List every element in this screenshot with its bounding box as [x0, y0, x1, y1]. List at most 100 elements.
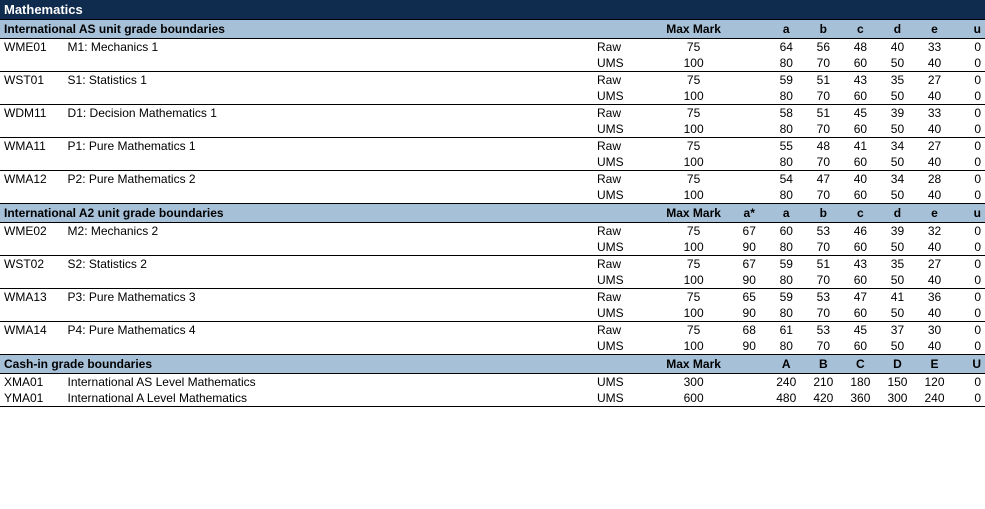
unit-code-blank: [0, 187, 64, 204]
grade-value-astar: [731, 55, 768, 72]
grade-value: 39: [879, 105, 916, 122]
max-mark-value: 300: [657, 374, 731, 391]
grade-value: 60: [842, 55, 879, 72]
unit-row: WME01M1: Mechanics 1Raw7564564840330: [0, 39, 985, 56]
grade-value-astar: [731, 105, 768, 122]
max-mark-value: 100: [657, 272, 731, 289]
unit-row: WST01S1: Statistics 1Raw7559514335270: [0, 72, 985, 89]
grade-value: 0: [953, 338, 985, 355]
grade-value: 41: [879, 289, 916, 306]
grade-value-astar: [731, 121, 768, 138]
grade-value: 70: [805, 154, 842, 171]
grade-value: 64: [768, 39, 805, 56]
grade-value: 33: [916, 105, 953, 122]
max-mark-value: 100: [657, 338, 731, 355]
unit-row: UMS10080706050400: [0, 55, 985, 72]
grade-value: 40: [916, 187, 953, 204]
grade-value: 80: [768, 121, 805, 138]
grade-value: 0: [953, 322, 985, 339]
grade-value: 50: [879, 121, 916, 138]
grade-value: 0: [953, 256, 985, 273]
grade-value: 61: [768, 322, 805, 339]
grade-value: 51: [805, 256, 842, 273]
grade-value: 40: [916, 338, 953, 355]
unit-name: S2: Statistics 2: [64, 256, 593, 273]
max-mark-value: 100: [657, 154, 731, 171]
unit-row: WMA13P3: Pure Mathematics 3Raw7565595347…: [0, 289, 985, 306]
max-mark-value: 100: [657, 88, 731, 105]
grade-value: 70: [805, 338, 842, 355]
grade-value: 0: [953, 88, 985, 105]
unit-row: WMA12P2: Pure Mathematics 2Raw7554474034…: [0, 171, 985, 188]
unit-code-blank: [0, 154, 64, 171]
unit-row: UMS10080706050400: [0, 187, 985, 204]
grade-value: 60: [842, 154, 879, 171]
grade-value: 41: [842, 138, 879, 155]
grade-value: 360: [842, 390, 879, 407]
max-mark-value: 75: [657, 322, 731, 339]
grade-value: 70: [805, 55, 842, 72]
grade-value: 34: [879, 171, 916, 188]
unit-code-blank: [0, 121, 64, 138]
grade-value: 54: [768, 171, 805, 188]
unit-code-blank: [0, 88, 64, 105]
unit-code: WMA11: [0, 138, 64, 155]
max-mark-label: Max Mark: [657, 204, 731, 223]
grade-value: 50: [879, 55, 916, 72]
unit-code: WST02: [0, 256, 64, 273]
grade-value: 32: [916, 223, 953, 240]
unit-name: M1: Mechanics 1: [64, 39, 593, 56]
grade-value: 43: [842, 256, 879, 273]
grade-value: 58: [768, 105, 805, 122]
grade-value: 0: [953, 390, 985, 407]
section-heading: International A2 unit grade boundaries: [0, 204, 657, 223]
grade-value-astar: 67: [731, 256, 768, 273]
grade-value: 0: [953, 223, 985, 240]
section-header-cashin: Cash-in grade boundariesMax MarkABCDEU: [0, 355, 985, 374]
mark-type-label: Raw: [593, 256, 657, 273]
grade-value: 70: [805, 121, 842, 138]
cashin-name: International A Level Mathematics: [64, 390, 593, 407]
grade-value: 47: [805, 171, 842, 188]
mark-type-label: UMS: [593, 305, 657, 322]
grade-value: 70: [805, 88, 842, 105]
mark-type-label: UMS: [593, 390, 657, 407]
unit-row: UMS10080706050400: [0, 154, 985, 171]
grade-value: 45: [842, 105, 879, 122]
grade-value: 70: [805, 187, 842, 204]
grade-value-astar: 65: [731, 289, 768, 306]
cashin-row: YMA01International A Level MathematicsUM…: [0, 390, 985, 407]
grade-value: 59: [768, 72, 805, 89]
grade-value-astar: 68: [731, 322, 768, 339]
grade-value: 50: [879, 338, 916, 355]
max-mark-value: 75: [657, 72, 731, 89]
grade-value: 80: [768, 187, 805, 204]
mark-type-label: Raw: [593, 171, 657, 188]
grade-value-astar: 90: [731, 272, 768, 289]
mark-type-label: Raw: [593, 289, 657, 306]
title-row: Mathematics: [0, 0, 985, 20]
unit-name-blank: [64, 88, 593, 105]
max-mark-value: 100: [657, 187, 731, 204]
grade-value: 70: [805, 239, 842, 256]
unit-name-blank: [64, 154, 593, 171]
grade-value: 60: [842, 305, 879, 322]
page-title: Mathematics: [0, 0, 985, 20]
section-heading: Cash-in grade boundaries: [0, 355, 657, 374]
grade-value: 0: [953, 138, 985, 155]
grade-value: 55: [768, 138, 805, 155]
grade-value-astar: 90: [731, 239, 768, 256]
grade-value: 40: [916, 154, 953, 171]
grade-value: 39: [879, 223, 916, 240]
mark-type-label: Raw: [593, 138, 657, 155]
grade-header-astar: [731, 20, 768, 39]
unit-name: P1: Pure Mathematics 1: [64, 138, 593, 155]
grade-value: 300: [879, 390, 916, 407]
grade-value: 0: [953, 187, 985, 204]
grade-value: 120: [916, 374, 953, 391]
cashin-name: International AS Level Mathematics: [64, 374, 593, 391]
max-mark-value: 100: [657, 305, 731, 322]
grade-value: 46: [842, 223, 879, 240]
grade-value: 0: [953, 55, 985, 72]
grade-value: 70: [805, 272, 842, 289]
